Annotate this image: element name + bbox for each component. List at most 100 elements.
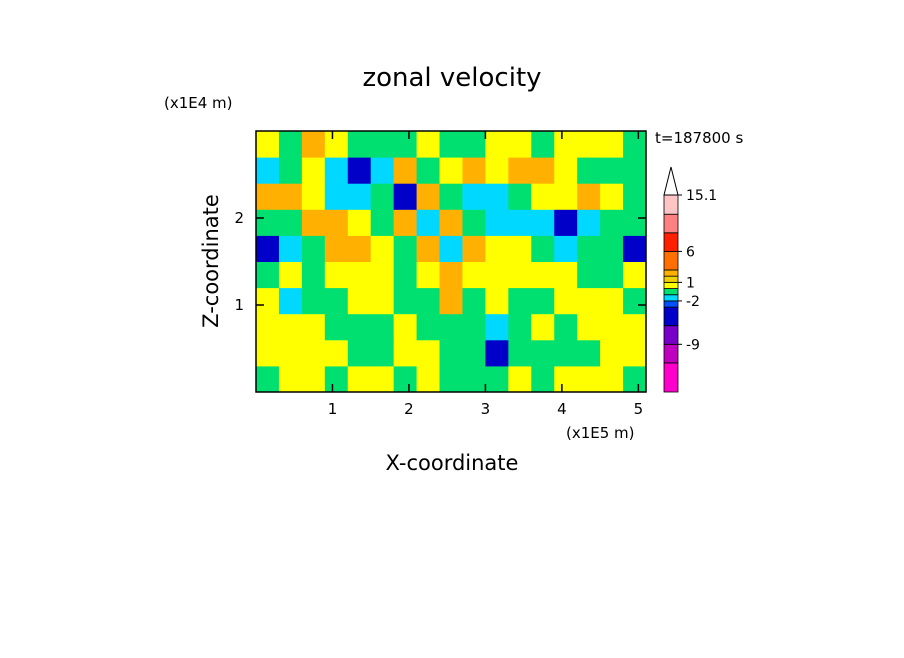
field-cell: [485, 183, 509, 210]
field-cell: [370, 261, 395, 289]
field-cell: [416, 365, 441, 393]
field-cell: [393, 313, 418, 341]
field-cell: [278, 287, 303, 315]
field-cell: [301, 235, 326, 262]
field-cell: [347, 235, 372, 262]
field-cell: [531, 131, 555, 158]
field-cell: [393, 235, 418, 262]
field-cell: [554, 235, 578, 262]
field-cell: [531, 157, 555, 184]
colorbar-segment: [663, 250, 679, 271]
field-cell: [485, 131, 509, 158]
colorbar-segment: [663, 269, 679, 277]
field-cell: [347, 157, 372, 184]
field-cell: [278, 157, 303, 184]
field-cell: [347, 313, 372, 341]
field-cell: [301, 261, 326, 289]
field-cell: [439, 235, 463, 262]
field-cell: [462, 339, 486, 367]
chart-title: zonal velocity: [362, 63, 541, 93]
field-cell: [508, 287, 532, 315]
field-cell: [278, 131, 303, 158]
field-cell: [347, 339, 372, 367]
time-label: t=187800 s: [655, 129, 743, 147]
colorbar-tick-label: -9: [686, 337, 700, 353]
field-cell: [462, 287, 486, 315]
field-cell: [256, 313, 280, 341]
field-cell: [508, 313, 532, 341]
field-cell: [416, 183, 441, 210]
field-cell: [393, 157, 418, 184]
field-cell: [577, 261, 601, 289]
field-cell: [301, 183, 326, 210]
field-cell: [439, 209, 463, 236]
field-cell: [577, 287, 601, 315]
field-cell: [278, 183, 303, 210]
field-cell: [577, 339, 601, 367]
field-cell: [623, 287, 647, 315]
field-cell: [370, 313, 395, 341]
field-cell: [554, 313, 578, 341]
field-cell: [554, 131, 578, 158]
field-cell: [439, 313, 463, 341]
field-cell: [301, 131, 326, 158]
field-cell: [416, 131, 441, 158]
field-cell: [554, 157, 578, 184]
field-cell: [416, 235, 441, 262]
field-cell: [324, 261, 349, 289]
field-cell: [370, 157, 395, 184]
field-cell: [370, 339, 395, 367]
colorbar-segment: [663, 275, 679, 283]
colorbar-segment: [663, 288, 679, 296]
field-cell: [439, 339, 463, 367]
field-cell: [577, 209, 601, 236]
field-cell: [393, 365, 418, 393]
field-cell: [301, 287, 326, 315]
colorbar-segment: [663, 281, 679, 289]
field-cell: [439, 131, 463, 158]
field-cell: [554, 261, 578, 289]
field-cell: [256, 287, 280, 315]
field-cell: [623, 261, 647, 289]
field-cell: [416, 209, 441, 236]
field-cell: [256, 157, 280, 184]
field-cell: [462, 261, 486, 289]
field-cell: [439, 287, 463, 315]
colorbar-tick-label: -2: [686, 294, 700, 310]
field-cell: [256, 261, 280, 289]
field-cell: [508, 339, 532, 367]
field-cell: [508, 261, 532, 289]
field-cell: [623, 157, 647, 184]
field-cell: [485, 261, 509, 289]
field-cell: [347, 131, 372, 158]
field-cell: [577, 131, 601, 158]
field-cell: [531, 183, 555, 210]
field-cell: [600, 183, 624, 210]
field-cell: [508, 183, 532, 210]
field-cell: [256, 365, 280, 393]
field-cell: [554, 287, 578, 315]
field-cell: [324, 235, 349, 262]
field-cell: [324, 365, 349, 393]
field-cell: [623, 339, 647, 367]
field-cell: [301, 157, 326, 184]
x-tick-label: 2: [404, 400, 414, 418]
field-cell: [531, 235, 555, 262]
field-cell: [531, 261, 555, 289]
field-cell: [600, 209, 624, 236]
field-cell: [324, 339, 349, 367]
field-cell: [577, 313, 601, 341]
field-cell: [324, 183, 349, 210]
field-cell: [256, 183, 280, 210]
field-cell: [324, 313, 349, 341]
field-cell: [600, 339, 624, 367]
field-cell: [485, 339, 509, 367]
field-cell: [508, 157, 532, 184]
field-cell: [531, 287, 555, 315]
x-tick-label: 5: [634, 400, 644, 418]
field-cell: [623, 365, 647, 393]
field-cell: [301, 365, 326, 393]
colorbar-segment: [663, 343, 679, 364]
field-cell: [485, 313, 509, 341]
